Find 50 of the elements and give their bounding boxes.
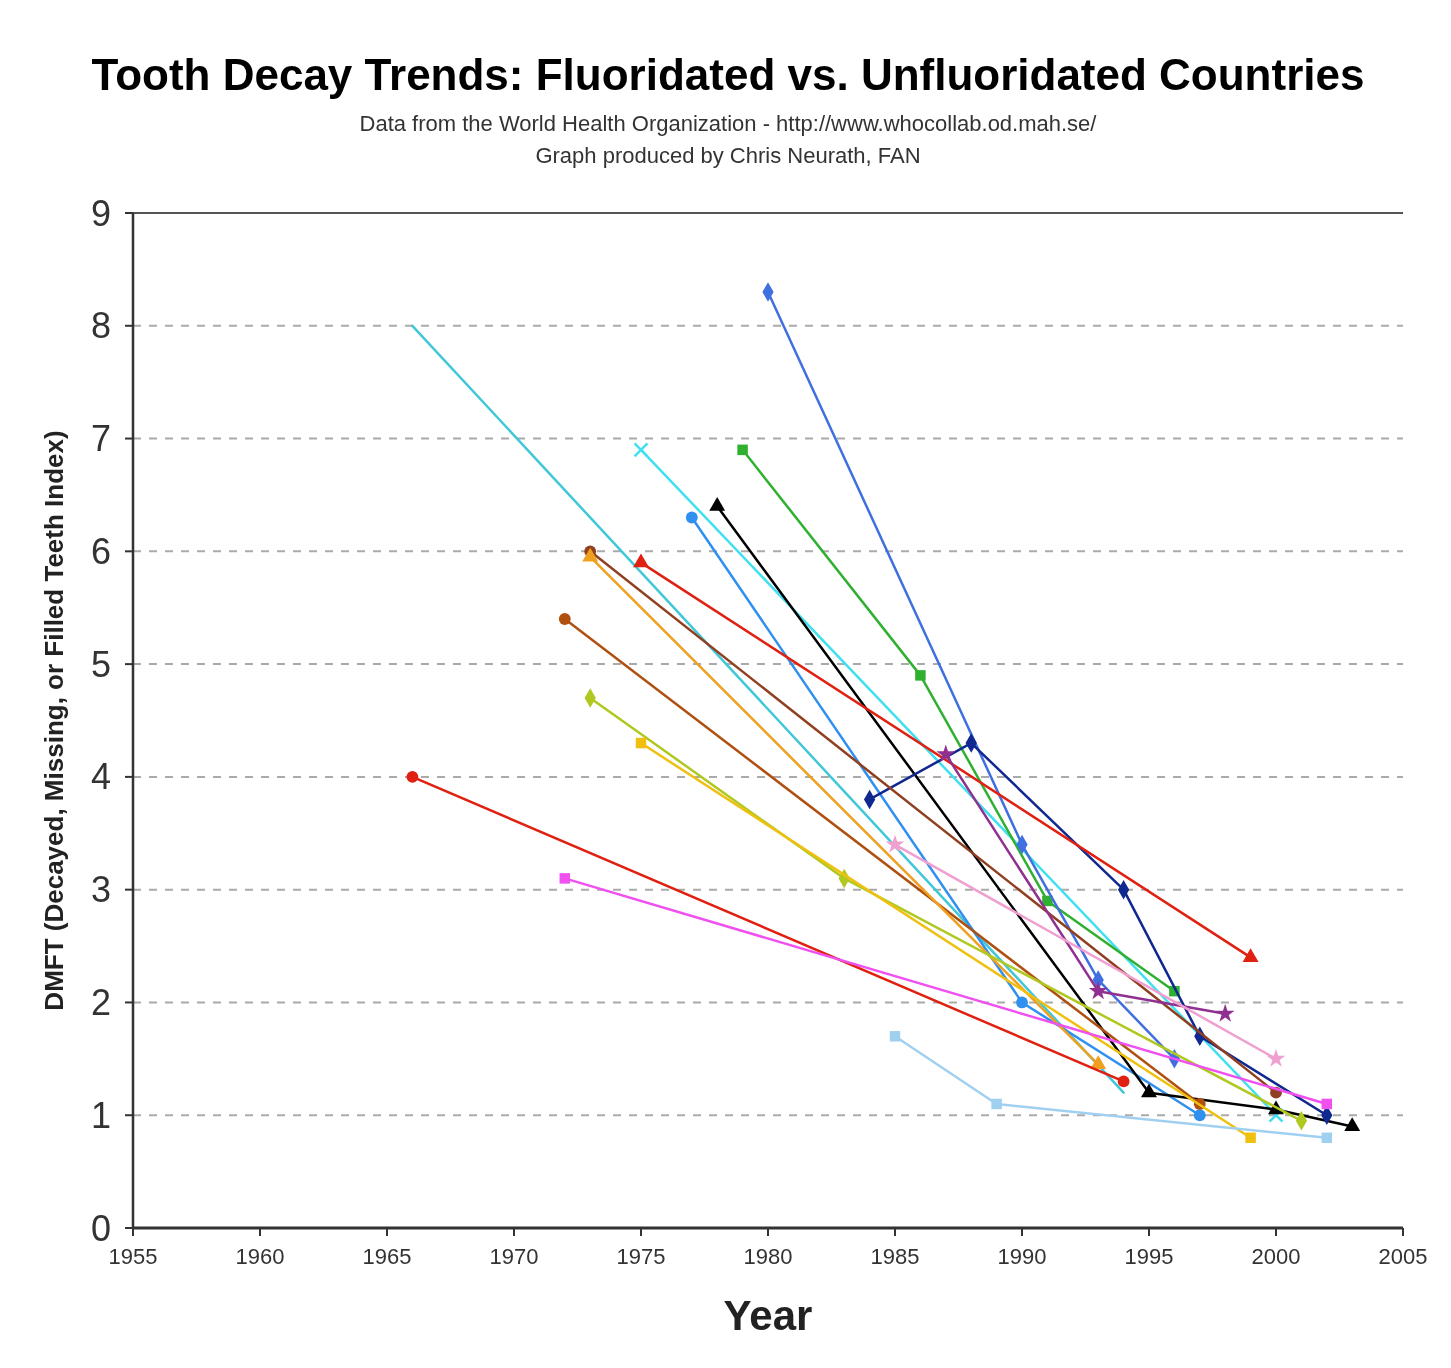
x-tick-label: 1965: [362, 1244, 412, 1269]
y-tick-label: 9: [90, 192, 111, 234]
point: [1321, 1132, 1333, 1144]
x-tick-label: 1960: [235, 1244, 285, 1269]
x-tick-label: 1970: [489, 1244, 539, 1269]
x-tick-label: 2000: [1251, 1244, 1301, 1269]
point: [915, 670, 926, 681]
point: [737, 444, 748, 456]
x-tick-label: 1995: [1124, 1244, 1174, 1269]
point: [936, 744, 956, 763]
point: [685, 511, 698, 524]
y-axis-title: DMFT (Decayed, Missing, or Filled Teeth Index): [39, 430, 69, 1011]
point: [633, 442, 649, 458]
point: [1117, 1075, 1130, 1088]
y-tick-label: 2: [90, 981, 111, 1023]
point: [1321, 1098, 1333, 1110]
point: [635, 737, 647, 749]
x-axis-title: Year: [723, 1292, 813, 1339]
x-tick-label: 1990: [997, 1244, 1047, 1269]
point: [1268, 1107, 1284, 1123]
point: [1088, 981, 1108, 1000]
point: [406, 770, 419, 783]
y-tick-label: 7: [90, 418, 111, 460]
y-tick-label: 1: [90, 1094, 111, 1136]
point: [559, 873, 571, 884]
point: [1016, 996, 1028, 1009]
y-tick-label: 4: [90, 756, 111, 798]
chart-title: Tooth Decay Trends: Fluoridated vs. Unfluoridated Countries: [91, 50, 1365, 99]
x-tick-label: 1985: [870, 1244, 920, 1269]
point: [1193, 1109, 1206, 1122]
y-tick-label: 0: [90, 1207, 111, 1249]
x-tick-label: 1955: [108, 1244, 158, 1269]
y-tick-label: 5: [90, 643, 111, 685]
chart-subtitle: Data from the World Health Organization - http://www.whocollab.od.mah.se/: [359, 111, 1098, 136]
point: [1245, 1132, 1256, 1144]
point: [558, 613, 571, 625]
x-tick-label: 1975: [616, 1244, 666, 1269]
point: [885, 834, 905, 853]
y-tick-label: 8: [90, 305, 111, 347]
point: [889, 1031, 901, 1042]
point: [1215, 1003, 1235, 1022]
point: [1344, 1117, 1361, 1132]
x-tick-label: 1980: [743, 1244, 793, 1269]
y-tick-label: 6: [90, 530, 111, 572]
point: [991, 1098, 1002, 1110]
y-tick-label: 3: [90, 869, 111, 911]
point: [1266, 1048, 1286, 1067]
point: [1141, 1083, 1157, 1098]
text: Graph produced by Chris Neurath, FAN: [535, 143, 921, 168]
x-tick-label: 2005: [1378, 1244, 1428, 1269]
